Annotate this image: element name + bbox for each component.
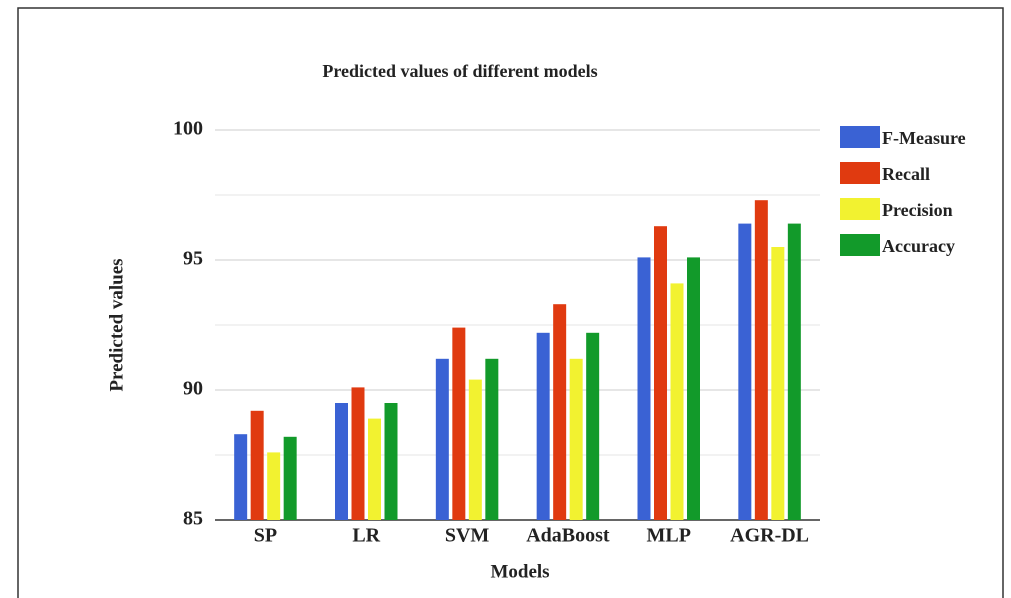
bar <box>267 452 281 520</box>
legend-item: Precision <box>840 198 1010 222</box>
bar <box>569 358 583 520</box>
x-tick-label: AdaBoost <box>526 525 610 547</box>
x-tick-label: MLP <box>647 525 691 547</box>
bar <box>787 223 801 520</box>
bar <box>536 332 550 520</box>
bar <box>771 247 785 520</box>
bar <box>553 304 567 520</box>
legend-item: Recall <box>840 162 1010 186</box>
bar <box>351 387 365 520</box>
x-tick-label: SVM <box>445 525 490 547</box>
bar <box>250 410 264 520</box>
x-axis-label: Models <box>490 561 549 582</box>
legend-swatch <box>840 234 880 256</box>
legend-label: F-Measure <box>882 128 966 148</box>
legend-swatch <box>840 162 880 184</box>
legend-label: Precision <box>882 200 953 220</box>
chart-title: Predicted values of different models <box>322 61 597 81</box>
legend-swatch <box>840 126 880 148</box>
legend-item: Accuracy <box>840 234 1010 258</box>
x-tick-label: SP <box>254 525 277 547</box>
bar <box>670 283 684 520</box>
bar <box>384 403 398 520</box>
x-tick-label: AGR-DL <box>730 525 809 547</box>
legend: F-Measure Recall Precision Accuracy <box>840 126 1010 270</box>
bar <box>234 434 248 520</box>
frame <box>17 7 1004 598</box>
y-tick-label: 100 <box>173 118 203 140</box>
bar <box>335 403 348 520</box>
legend-swatch <box>840 198 880 220</box>
bar <box>754 200 768 520</box>
legend-label: Accuracy <box>882 236 955 256</box>
y-tick-label: 90 <box>183 378 203 400</box>
bar <box>452 327 466 520</box>
y-axis-label: Predicted values <box>106 258 127 391</box>
bar <box>586 332 600 520</box>
bar <box>485 358 499 520</box>
bar <box>468 379 482 520</box>
legend-label: Recall <box>882 164 930 184</box>
y-tick-label: 95 <box>183 248 203 270</box>
bar <box>435 358 449 520</box>
bar <box>368 418 381 520</box>
bar <box>637 257 651 520</box>
bar <box>654 226 667 520</box>
bar <box>687 257 700 520</box>
bar <box>738 223 752 520</box>
x-tick-label: LR <box>352 525 380 547</box>
bar <box>283 436 297 520</box>
legend-item: F-Measure <box>840 126 1010 150</box>
y-tick-label: 85 <box>183 508 203 530</box>
